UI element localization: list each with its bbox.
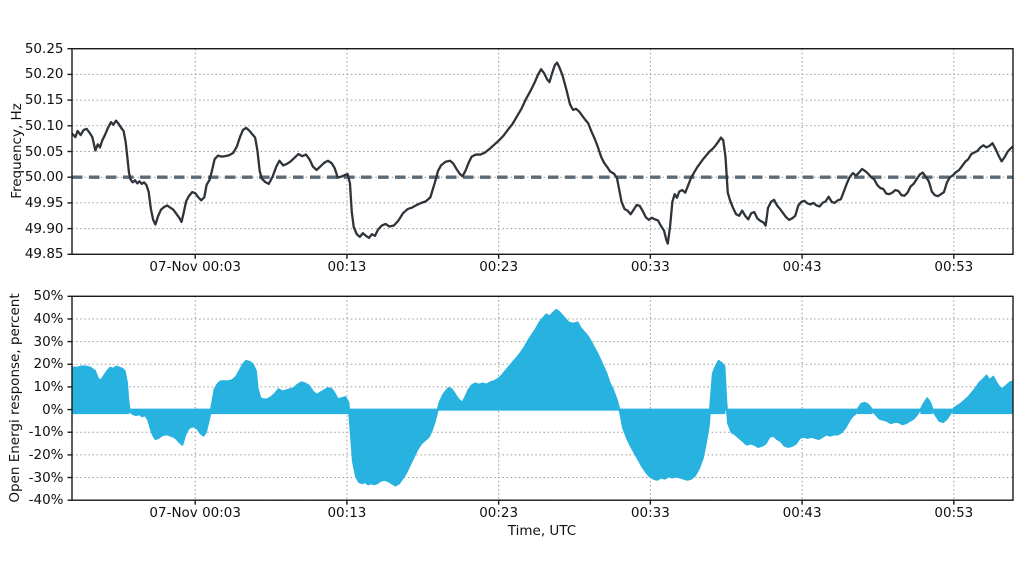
response-baseline-band xyxy=(952,409,1013,415)
response-baseline-band xyxy=(856,409,873,415)
response-baseline-band xyxy=(920,409,933,415)
y-tick-label: 50.05 xyxy=(24,143,64,160)
x-tick-label: 07-Nov 00:03 xyxy=(149,259,241,275)
response-baseline-band xyxy=(710,409,726,415)
time-axis-title: Time, UTC xyxy=(507,523,577,539)
x-tick-label: 00:43 xyxy=(782,505,822,521)
y-tick-label: -30% xyxy=(28,469,64,486)
response-baseline-band xyxy=(209,409,350,415)
y-tick-label: 50.10 xyxy=(24,117,64,134)
x-tick-label: 00:43 xyxy=(782,259,822,275)
y-tick-label: -20% xyxy=(28,446,64,463)
y-tick-label: 50.15 xyxy=(24,92,64,109)
response-baseline-band xyxy=(72,409,130,415)
y-tick-label: 20% xyxy=(33,356,64,373)
x-tick-label: 00:23 xyxy=(479,259,519,275)
bottom-series-group xyxy=(72,308,1013,487)
y-tick-label: 50% xyxy=(33,288,64,305)
y-tick-label: 0% xyxy=(42,401,64,418)
response-area xyxy=(72,308,1013,487)
x-tick-label: 00:33 xyxy=(630,259,670,275)
x-tick-label: 00:13 xyxy=(327,505,367,521)
y-tick-label: 49.85 xyxy=(24,246,64,263)
y-tick-label: 50.20 xyxy=(24,66,64,83)
x-tick-label: 00:23 xyxy=(479,505,519,521)
y-tick-label: -40% xyxy=(28,492,64,509)
y-tick-label: 49.90 xyxy=(24,220,64,237)
y-tick-label: 30% xyxy=(33,333,64,350)
y-tick-label: 50.00 xyxy=(24,169,64,186)
x-tick-label: 07-Nov 00:03 xyxy=(149,505,241,521)
y-tick-label: 40% xyxy=(33,310,64,327)
y-tick-label: 10% xyxy=(33,378,64,395)
y-tick-label: 49.95 xyxy=(24,194,64,211)
x-tick-label: 00:13 xyxy=(327,259,367,275)
x-tick-label: 00:53 xyxy=(934,505,974,521)
top-series-group xyxy=(72,61,1013,245)
x-tick-label: 00:33 xyxy=(630,505,670,521)
x-tick-label: 00:53 xyxy=(934,259,974,275)
frequency-line xyxy=(72,61,1013,245)
y-tick-label: -10% xyxy=(28,424,64,441)
y-tick-label: 50.25 xyxy=(24,40,64,57)
bottom-axes-border xyxy=(71,295,1014,501)
